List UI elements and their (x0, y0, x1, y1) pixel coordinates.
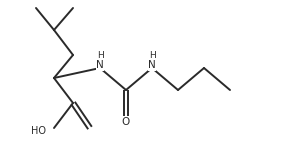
Text: N: N (148, 60, 156, 70)
Text: HO: HO (31, 126, 46, 136)
Text: H: H (149, 50, 155, 59)
Text: N: N (96, 60, 104, 70)
Text: O: O (122, 117, 130, 127)
Text: H: H (97, 50, 103, 59)
